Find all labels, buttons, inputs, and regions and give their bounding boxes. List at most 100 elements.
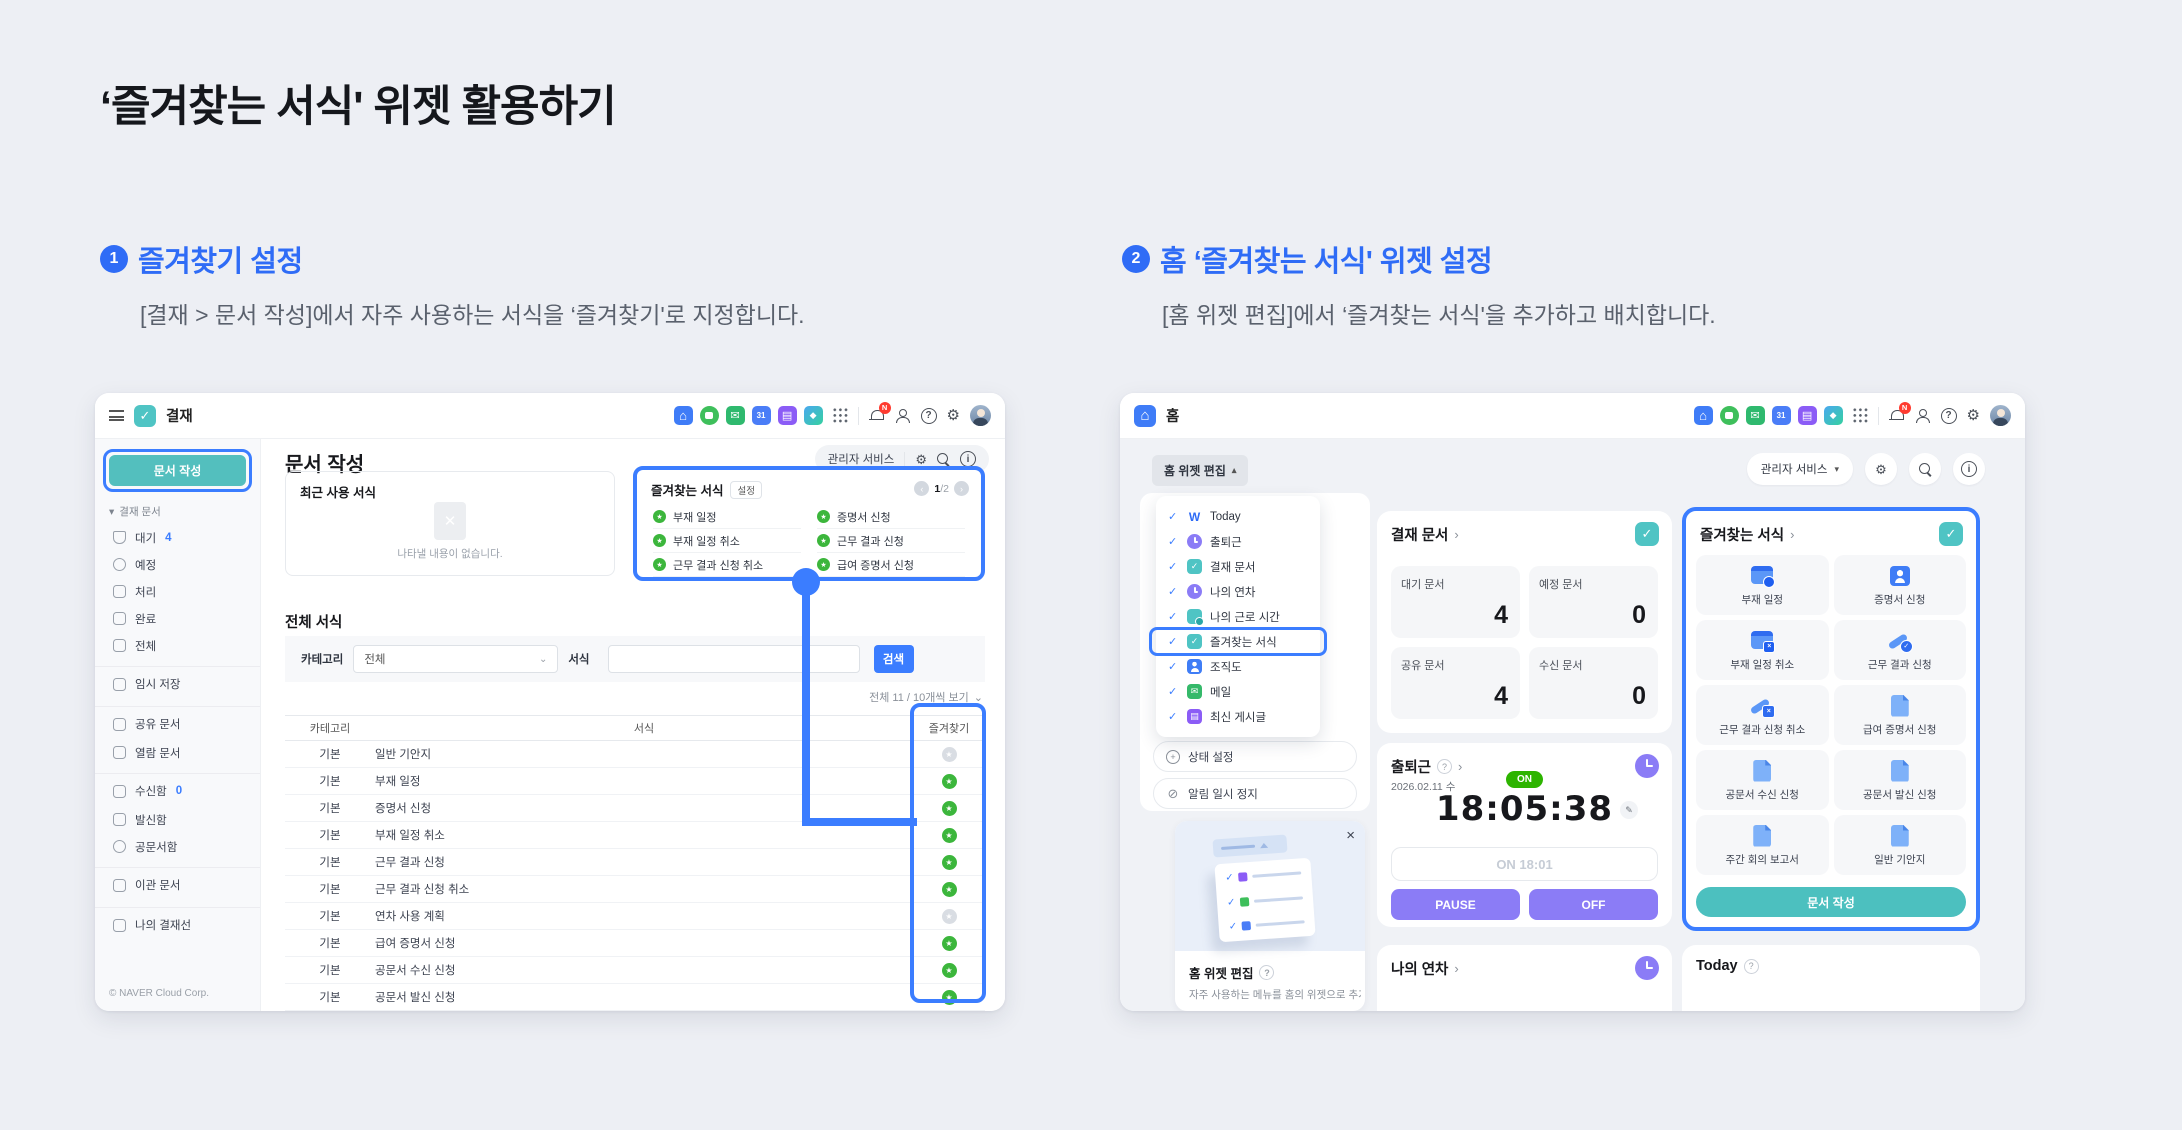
- help-icon[interactable]: ?: [1259, 965, 1275, 980]
- pause-button[interactable]: PAUSE: [1391, 889, 1520, 920]
- org-members-icon[interactable]: [895, 408, 911, 423]
- form-tile[interactable]: 공문서 수신 신청: [1696, 750, 1829, 810]
- widget-title[interactable]: 나의 연차: [1391, 962, 1449, 978]
- app-shortcut-icon[interactable]: [1693, 406, 1713, 425]
- app-shortcut-icon[interactable]: [803, 406, 823, 425]
- profile-avatar[interactable]: [1990, 405, 2011, 426]
- favorite-form-item[interactable]: ★ 부재 일정 취소: [653, 529, 801, 553]
- settings-gear-icon[interactable]: ⚙: [915, 451, 927, 467]
- stat-tile[interactable]: 예정 문서 0: [1529, 566, 1658, 638]
- form-tile[interactable]: 근무 결과 신청: [1833, 620, 1966, 680]
- search-icon[interactable]: [937, 452, 950, 466]
- notifications-bell-icon[interactable]: N: [868, 401, 891, 424]
- favorite-toggle-icon[interactable]: ★: [941, 800, 957, 816]
- sidebar-item[interactable]: 완료: [95, 605, 260, 632]
- favorite-toggle-icon[interactable]: ★: [941, 773, 957, 789]
- table-row[interactable]: 기본 연차 사용 계획 ★: [285, 903, 985, 930]
- category-select[interactable]: 전체 ⌄: [353, 645, 559, 673]
- favorite-form-item[interactable]: ★ 급여 증명서 신청: [817, 553, 965, 577]
- compose-document-button[interactable]: 문서 작성: [109, 455, 246, 486]
- help-icon[interactable]: ?: [1743, 958, 1759, 974]
- app-shortcut-icon[interactable]: 31: [1771, 406, 1791, 425]
- favorite-toggle-icon[interactable]: ★: [941, 854, 957, 870]
- favorite-toggle-icon[interactable]: ★: [941, 935, 957, 951]
- sidebar-item[interactable]: 열람 문서: [95, 739, 260, 766]
- result-count-text[interactable]: 전체 11 / 10개씩 보기 ⌄: [869, 691, 983, 705]
- sidebar-item[interactable]: 공문서함: [95, 833, 260, 860]
- settings-gear-icon[interactable]: ⚙: [1966, 407, 1980, 424]
- favorites-settings-button[interactable]: 설정: [730, 480, 762, 499]
- pager-prev-icon[interactable]: ‹: [914, 481, 930, 496]
- form-tile[interactable]: 주간 회의 보고서: [1696, 815, 1829, 875]
- app-shortcut-icon[interactable]: [1797, 406, 1817, 425]
- form-tile[interactable]: 근무 결과 신청 취소: [1696, 685, 1829, 745]
- widget-title[interactable]: 출퇴근: [1391, 760, 1432, 776]
- search-button[interactable]: [1909, 453, 1941, 485]
- off-button[interactable]: OFF: [1529, 889, 1658, 920]
- favorite-toggle-icon[interactable]: ★: [941, 908, 957, 924]
- table-row[interactable]: 기본 급여 증명서 신청 ★: [285, 930, 985, 957]
- sidebar-item[interactable]: 전체: [95, 632, 260, 659]
- profile-avatar[interactable]: [970, 405, 991, 426]
- form-tile[interactable]: 일반 기안지: [1833, 815, 1966, 875]
- pager-next-icon[interactable]: ›: [954, 481, 969, 496]
- table-row[interactable]: 기본 공문서 발신 신청 ★: [285, 984, 985, 1011]
- form-search-input[interactable]: [607, 645, 860, 673]
- sidebar-item[interactable]: 임시 저장: [95, 666, 260, 699]
- table-row[interactable]: 기본 근무 결과 신청 ★: [285, 849, 985, 876]
- table-row[interactable]: 기본 부재 일정 취소 ★: [285, 822, 985, 849]
- widget-menu-item[interactable]: ✓ ✓ 즐겨찾는 서식: [1149, 627, 1327, 656]
- app-grid-icon[interactable]: [1852, 408, 1868, 423]
- help-icon[interactable]: ?: [1940, 407, 1957, 424]
- app-shortcut-icon[interactable]: 31: [751, 406, 771, 425]
- sidebar-item[interactable]: 발신함: [95, 806, 260, 833]
- table-row[interactable]: 기본 공문서 수신 신청 ★: [285, 957, 985, 984]
- sidebar-item[interactable]: 처리: [95, 578, 260, 605]
- favorite-form-item[interactable]: ★ 증명서 신청: [817, 505, 965, 529]
- app-shortcut-icon[interactable]: [725, 406, 745, 425]
- stat-tile[interactable]: 대기 문서 4: [1391, 566, 1520, 638]
- app-shortcut-icon[interactable]: [1719, 406, 1739, 425]
- app-grid-icon[interactable]: [832, 408, 848, 423]
- table-row[interactable]: 기본 부재 일정 ★: [285, 768, 985, 795]
- help-icon[interactable]: ?: [920, 407, 937, 424]
- compose-document-button[interactable]: 문서 작성: [1696, 887, 1966, 917]
- info-button[interactable]: i: [1953, 453, 1985, 485]
- table-row[interactable]: 기본 근무 결과 신청 취소 ★: [285, 876, 985, 903]
- sidebar-item[interactable]: 수신함 0: [95, 773, 260, 806]
- sidebar-item[interactable]: 공유 문서: [95, 706, 260, 739]
- favorite-toggle-icon[interactable]: ★: [941, 746, 957, 762]
- table-row[interactable]: 기본 일반 기안지 ★: [285, 741, 985, 768]
- sidebar-group-approval-docs[interactable]: ▾ 결재 문서: [109, 505, 161, 519]
- widget-title[interactable]: 즐겨찾는 서식: [1700, 528, 1785, 544]
- app-shortcut-icon[interactable]: [1745, 406, 1765, 425]
- table-row[interactable]: 기본 증명서 신청 ★: [285, 795, 985, 822]
- form-tile[interactable]: 증명서 신청: [1833, 555, 1966, 615]
- info-icon[interactable]: i: [960, 451, 976, 467]
- widget-menu-item[interactable]: ✓ ✓ 결재 문서: [1156, 554, 1320, 579]
- app-shortcut-icon[interactable]: [699, 406, 719, 425]
- status-setting-pill[interactable]: + 상태 설정: [1153, 741, 1357, 772]
- admin-service-button[interactable]: 관리자 서비스 ▾: [1746, 453, 1853, 485]
- app-shortcut-icon[interactable]: [777, 406, 797, 425]
- app-shortcut-icon[interactable]: [1823, 406, 1843, 425]
- admin-service-button[interactable]: 관리자 서비스: [827, 454, 895, 466]
- edit-home-widgets-button[interactable]: 홈 위젯 편집 ▴: [1152, 455, 1249, 486]
- menu-hamburger-icon[interactable]: [109, 410, 124, 421]
- org-members-icon[interactable]: [1915, 408, 1931, 423]
- search-button[interactable]: 검색: [873, 645, 914, 673]
- favorite-toggle-icon[interactable]: ★: [941, 827, 957, 843]
- favorite-form-item[interactable]: ★ 근무 결과 신청 취소: [653, 553, 801, 577]
- favorite-form-item[interactable]: ★ 부재 일정: [653, 505, 801, 529]
- widget-title[interactable]: 결재 문서: [1391, 528, 1449, 544]
- app-shortcut-icon[interactable]: [673, 406, 693, 425]
- favorite-toggle-icon[interactable]: ★: [941, 881, 957, 897]
- sidebar-item[interactable]: 예정: [95, 551, 260, 578]
- stat-tile[interactable]: 수신 문서 0: [1529, 647, 1658, 719]
- widget-menu-item[interactable]: ✓ 출퇴근: [1156, 529, 1320, 554]
- settings-gear-button[interactable]: ⚙: [1865, 453, 1897, 485]
- help-icon[interactable]: ?: [1437, 759, 1453, 774]
- favorite-form-item[interactable]: ★ 근무 결과 신청: [817, 529, 965, 553]
- form-tile[interactable]: 부재 일정: [1696, 555, 1829, 615]
- mute-notifications-pill[interactable]: ⊘ 알림 일시 정지: [1153, 778, 1357, 809]
